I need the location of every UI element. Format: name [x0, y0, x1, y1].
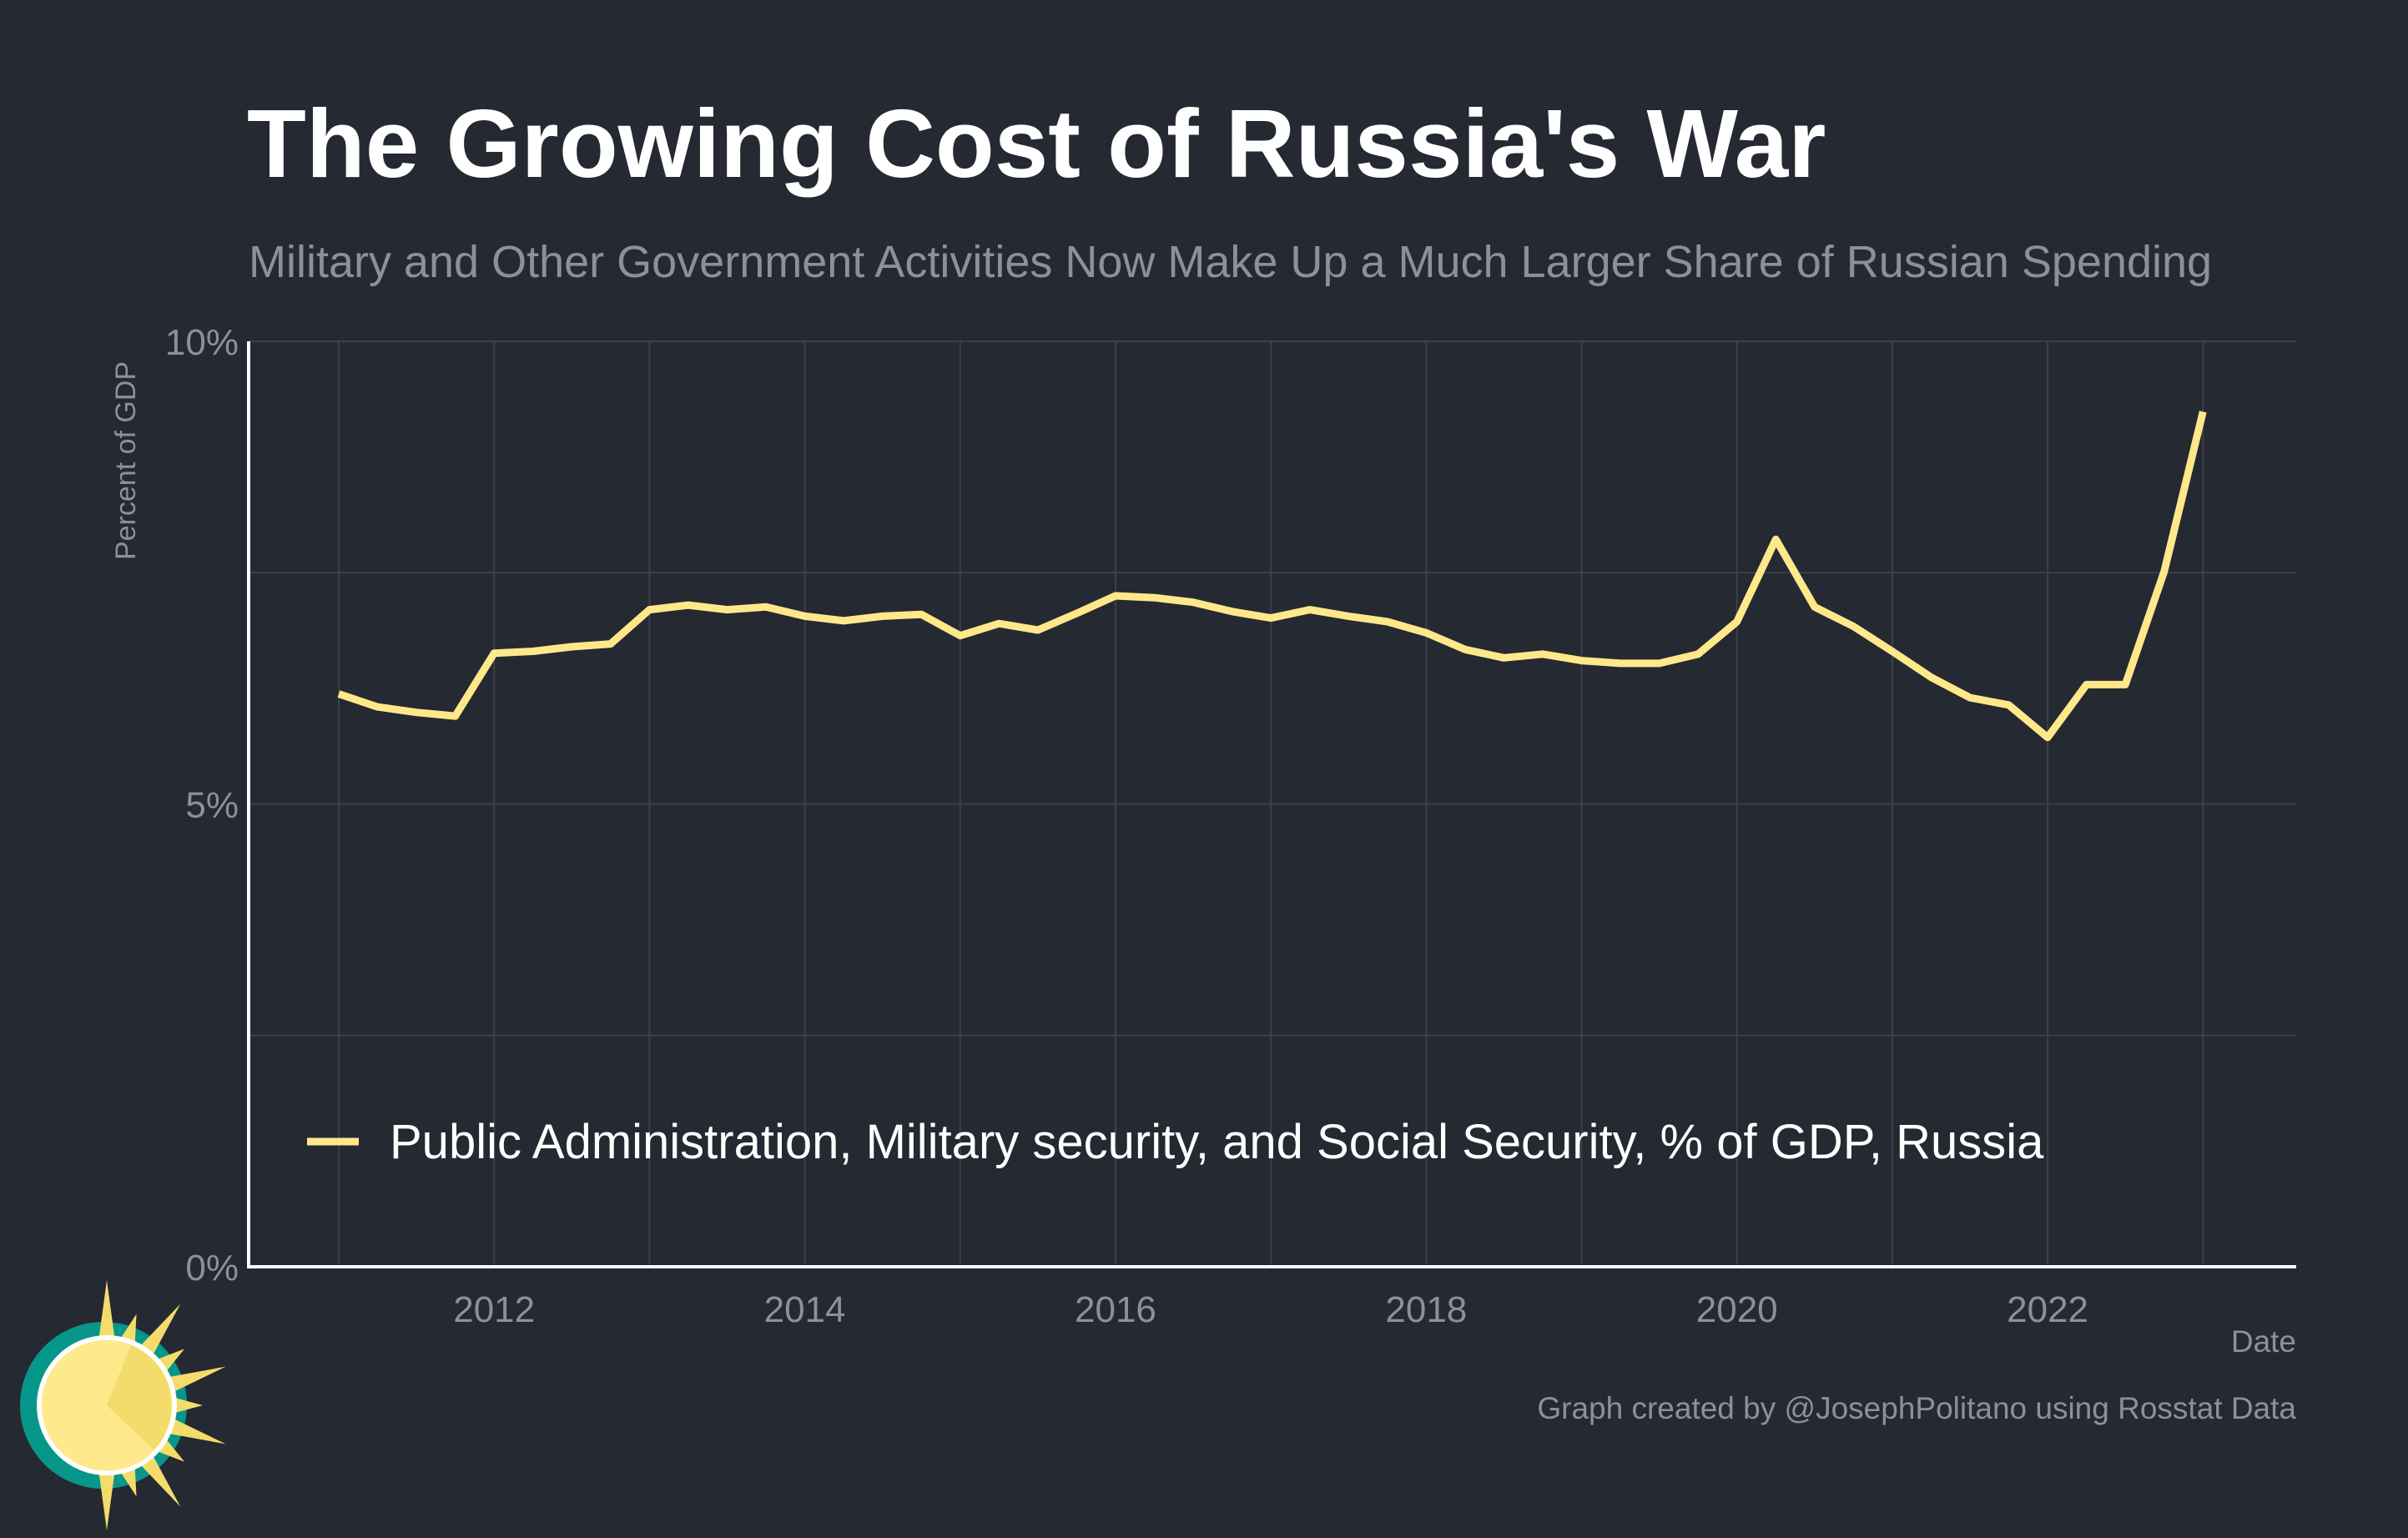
sun-ray: [167, 1418, 226, 1445]
sun-ray: [139, 1454, 181, 1507]
chart-title: The Growing Cost of Russia's War: [247, 89, 1826, 198]
sun-ray: [167, 1366, 226, 1393]
grid: [249, 340, 2296, 1268]
sun-ray: [173, 1397, 203, 1414]
sun-ray: [119, 1314, 137, 1345]
x-tick-label: 2012: [453, 1289, 535, 1330]
legend-label: Public Administration, Military security…: [390, 1115, 2044, 1169]
sun-ray: [98, 1280, 115, 1339]
chart-subtitle: Military and Other Government Activities…: [249, 237, 2213, 287]
x-tick-label: 2016: [1075, 1289, 1156, 1330]
x-tick-label: 2014: [764, 1289, 846, 1330]
y-tick-label: 0%: [185, 1248, 239, 1288]
y-tick-label: 10%: [165, 322, 239, 363]
sun-ray: [139, 1304, 181, 1357]
series-line: [337, 411, 2207, 742]
sun-ray: [98, 1471, 115, 1530]
y-axis-label: Percent of GDP: [110, 361, 142, 560]
x-axis-label: Date: [2231, 1324, 2296, 1359]
x-tick-label: 2020: [1696, 1289, 1778, 1330]
credit: Graph created by @JosephPolitano using R…: [1537, 1391, 2296, 1425]
sun-logo-icon: [20, 1280, 226, 1530]
x-tick-label: 2018: [1385, 1289, 1467, 1330]
x-tick-label: 2022: [2007, 1289, 2088, 1330]
sun-ray: [119, 1465, 137, 1497]
y-tick-label: 5%: [185, 785, 239, 826]
tick-labels: 2012 2014 2016 2018 2020 2022 0% 5% 10%: [165, 322, 2088, 1330]
